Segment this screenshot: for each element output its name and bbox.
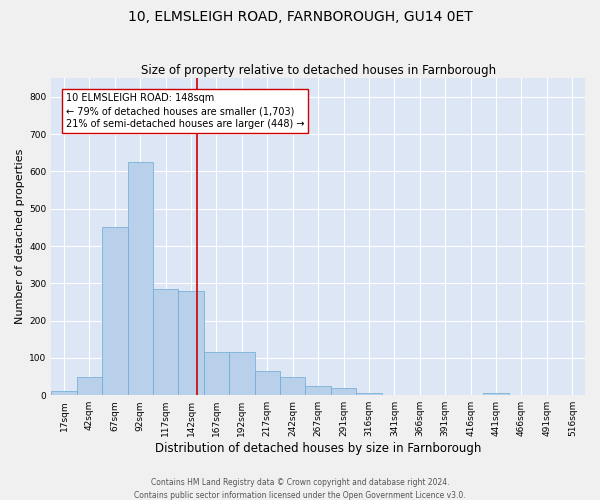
Bar: [305, 386, 331, 395]
Bar: [153, 289, 178, 395]
Text: Contains HM Land Registry data © Crown copyright and database right 2024.
Contai: Contains HM Land Registry data © Crown c…: [134, 478, 466, 500]
Title: Size of property relative to detached houses in Farnborough: Size of property relative to detached ho…: [140, 64, 496, 77]
Bar: [51, 392, 77, 395]
Y-axis label: Number of detached properties: Number of detached properties: [15, 149, 25, 324]
Bar: [102, 228, 128, 395]
Bar: [178, 291, 204, 395]
X-axis label: Distribution of detached houses by size in Farnborough: Distribution of detached houses by size …: [155, 442, 481, 455]
Bar: [484, 394, 509, 395]
Bar: [254, 371, 280, 395]
Bar: [204, 352, 229, 395]
Bar: [356, 394, 382, 395]
Bar: [128, 162, 153, 395]
Bar: [280, 376, 305, 395]
Text: 10 ELMSLEIGH ROAD: 148sqm
← 79% of detached houses are smaller (1,703)
21% of se: 10 ELMSLEIGH ROAD: 148sqm ← 79% of detac…: [66, 93, 305, 130]
Text: 10, ELMSLEIGH ROAD, FARNBOROUGH, GU14 0ET: 10, ELMSLEIGH ROAD, FARNBOROUGH, GU14 0E…: [128, 10, 472, 24]
Bar: [77, 376, 102, 395]
Bar: [229, 352, 254, 395]
Bar: [331, 388, 356, 395]
